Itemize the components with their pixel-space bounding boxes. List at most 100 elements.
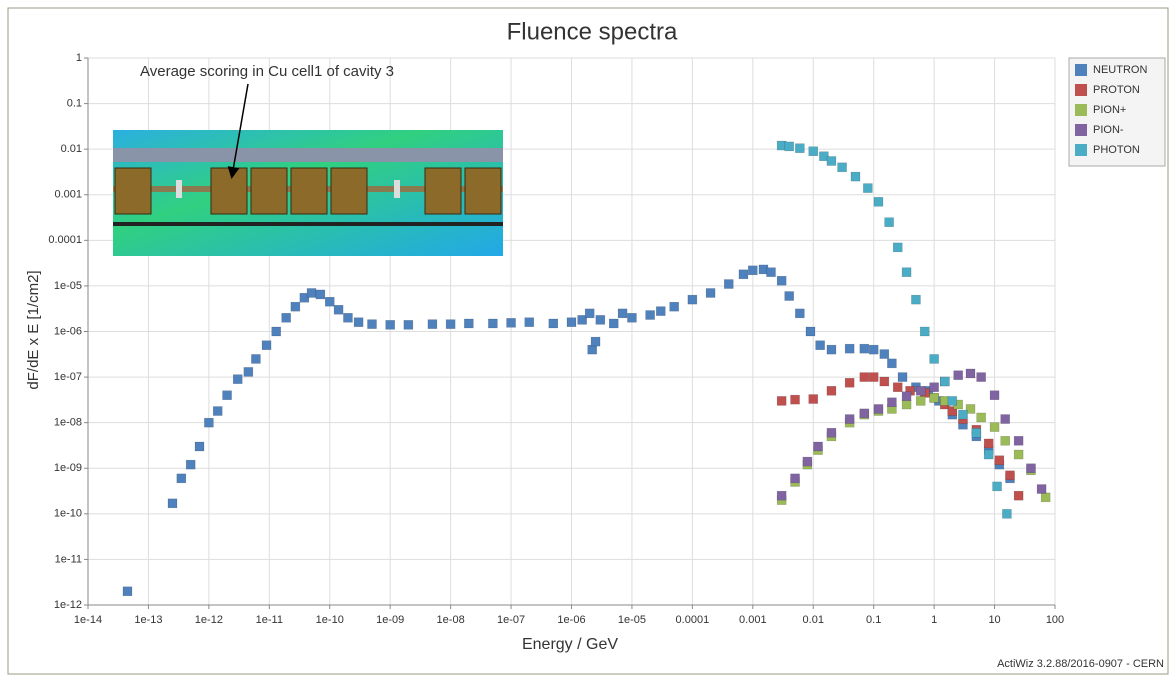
point bbox=[618, 309, 627, 318]
point bbox=[838, 163, 847, 172]
point bbox=[916, 386, 925, 395]
y-tick-label: 1e-12 bbox=[54, 599, 82, 611]
point bbox=[893, 243, 902, 252]
point bbox=[860, 344, 869, 353]
point bbox=[993, 482, 1002, 491]
y-tick-label: 1e-09 bbox=[54, 462, 82, 474]
point bbox=[777, 276, 786, 285]
point bbox=[609, 319, 618, 328]
point bbox=[567, 318, 576, 327]
point bbox=[860, 409, 869, 418]
y-tick-label: 0.01 bbox=[61, 143, 82, 155]
point bbox=[966, 369, 975, 378]
point bbox=[262, 341, 271, 350]
point bbox=[885, 218, 894, 227]
legend-swatch bbox=[1075, 104, 1087, 116]
point bbox=[1041, 493, 1050, 502]
point bbox=[739, 270, 748, 279]
point bbox=[767, 268, 776, 277]
x-tick-label: 0.001 bbox=[739, 614, 767, 626]
point bbox=[464, 319, 473, 328]
point bbox=[827, 345, 836, 354]
point bbox=[845, 344, 854, 353]
point bbox=[887, 398, 896, 407]
point bbox=[428, 320, 437, 329]
point bbox=[123, 587, 132, 596]
point bbox=[791, 395, 800, 404]
point bbox=[809, 395, 818, 404]
y-tick-label: 1e-10 bbox=[54, 508, 82, 520]
x-tick-label: 1e-08 bbox=[437, 614, 465, 626]
point bbox=[1005, 471, 1014, 480]
point bbox=[195, 442, 204, 451]
point bbox=[816, 341, 825, 350]
point bbox=[367, 320, 376, 329]
x-tick-label: 1 bbox=[931, 614, 937, 626]
point bbox=[827, 428, 836, 437]
y-tick-label: 1 bbox=[76, 52, 82, 64]
point bbox=[354, 318, 363, 327]
x-tick-label: 1e-10 bbox=[316, 614, 344, 626]
point bbox=[1026, 464, 1035, 473]
x-tick-label: 10 bbox=[988, 614, 1000, 626]
point bbox=[972, 428, 981, 437]
point bbox=[827, 157, 836, 166]
frame bbox=[8, 8, 1168, 674]
point bbox=[488, 319, 497, 328]
point bbox=[446, 320, 455, 329]
point bbox=[930, 354, 939, 363]
x-tick-label: 1e-07 bbox=[497, 614, 525, 626]
point bbox=[902, 392, 911, 401]
x-tick-label: 1e-12 bbox=[195, 614, 223, 626]
point bbox=[223, 391, 232, 400]
point bbox=[990, 391, 999, 400]
point bbox=[204, 418, 213, 427]
point bbox=[307, 288, 316, 297]
point bbox=[916, 396, 925, 405]
point bbox=[507, 318, 516, 327]
point bbox=[863, 184, 872, 193]
x-tick-label: 1e-14 bbox=[74, 614, 102, 626]
point bbox=[995, 456, 1004, 465]
point bbox=[168, 499, 177, 508]
y-tick-label: 1e-06 bbox=[54, 325, 82, 337]
legend-swatch bbox=[1075, 124, 1087, 136]
point bbox=[803, 457, 812, 466]
point bbox=[186, 460, 195, 469]
point bbox=[954, 371, 963, 380]
x-tick-label: 100 bbox=[1046, 614, 1064, 626]
y-tick-label: 0.1 bbox=[67, 97, 82, 109]
point bbox=[893, 383, 902, 392]
x-axis-label: Energy / GeV bbox=[522, 636, 618, 653]
point bbox=[1001, 436, 1010, 445]
legend-label: PION+ bbox=[1093, 104, 1126, 116]
point bbox=[316, 290, 325, 299]
chart-title: Fluence spectra bbox=[507, 18, 678, 45]
inset-image bbox=[113, 130, 503, 256]
point bbox=[977, 373, 986, 382]
point bbox=[404, 320, 413, 329]
annotation: Average scoring in Cu cell1 of cavity 3 bbox=[140, 63, 394, 80]
legend-swatch bbox=[1075, 64, 1087, 76]
point bbox=[251, 354, 260, 363]
legend-label: PHOTON bbox=[1093, 144, 1140, 156]
legend-swatch bbox=[1075, 144, 1087, 156]
point bbox=[845, 415, 854, 424]
point bbox=[977, 413, 986, 422]
point bbox=[902, 268, 911, 277]
point bbox=[984, 439, 993, 448]
point bbox=[777, 491, 786, 500]
x-tick-label: 0.1 bbox=[866, 614, 881, 626]
x-tick-label: 1e-06 bbox=[557, 614, 585, 626]
point bbox=[748, 266, 757, 275]
point bbox=[670, 302, 679, 311]
y-tick-label: 0.001 bbox=[54, 189, 82, 201]
chart: Fluence spectra Energy / GeV dF/dE x E [… bbox=[0, 0, 1169, 675]
point bbox=[777, 396, 786, 405]
point bbox=[806, 327, 815, 336]
point bbox=[874, 197, 883, 206]
point bbox=[814, 442, 823, 451]
point bbox=[874, 404, 883, 413]
point bbox=[213, 407, 222, 416]
point bbox=[386, 320, 395, 329]
